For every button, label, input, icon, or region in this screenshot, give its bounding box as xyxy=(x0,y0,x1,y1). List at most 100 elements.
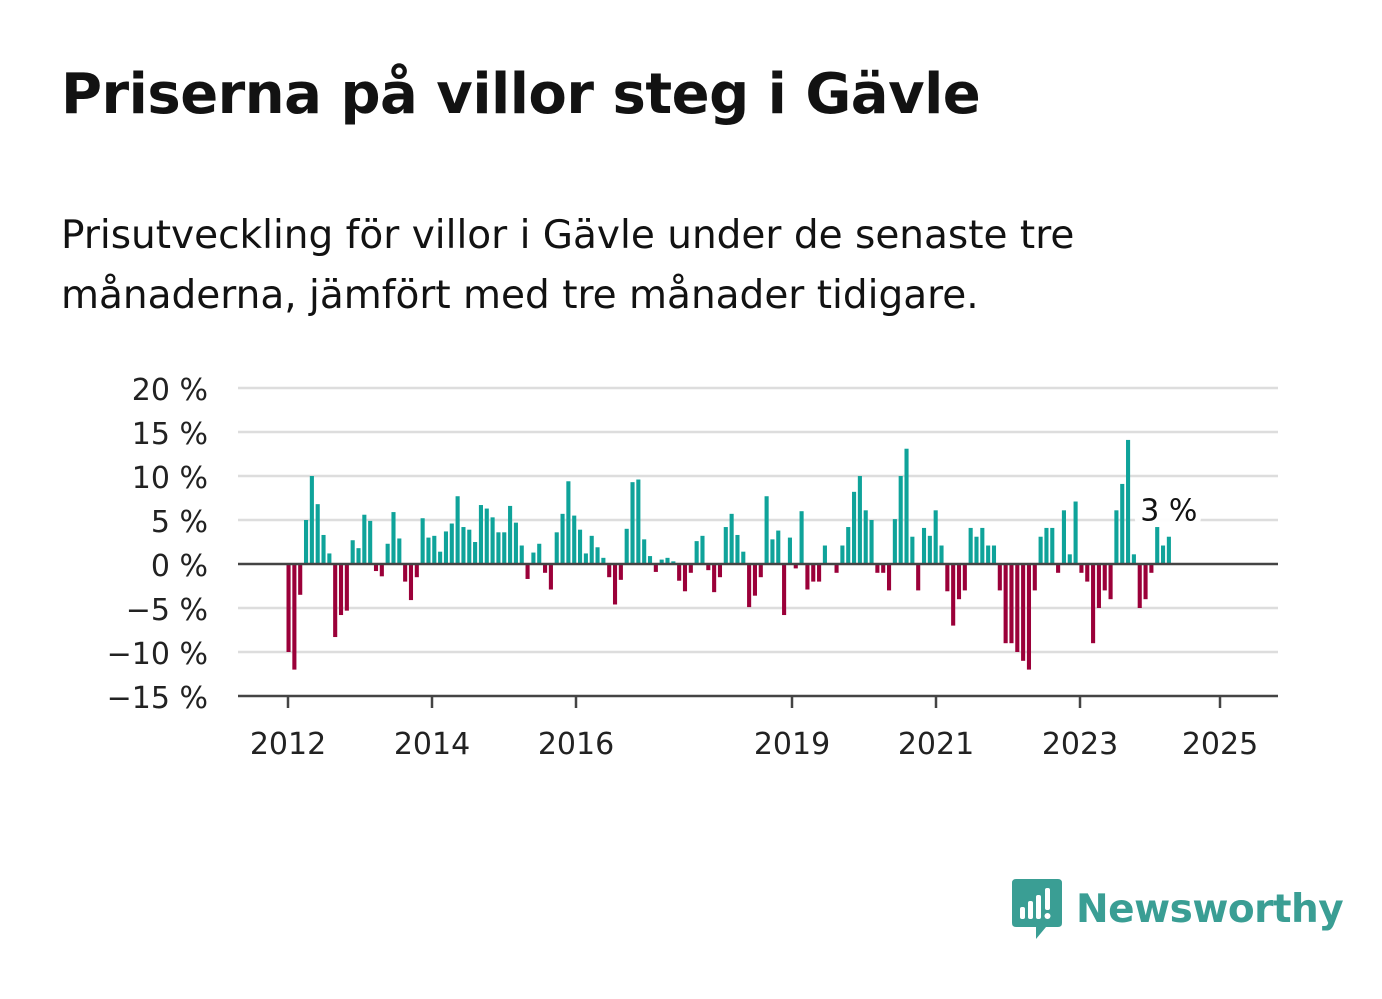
bar xyxy=(817,564,822,582)
bar xyxy=(694,541,699,564)
bar xyxy=(840,545,845,564)
bar xyxy=(1044,527,1049,564)
bar xyxy=(543,564,548,573)
bar xyxy=(432,535,437,564)
bar xyxy=(1079,564,1084,573)
bar xyxy=(612,564,618,605)
bar xyxy=(566,481,571,564)
bar xyxy=(1038,536,1043,564)
bar xyxy=(408,564,414,601)
bar xyxy=(764,496,769,564)
bar xyxy=(1021,564,1026,661)
bar xyxy=(910,536,915,564)
bar xyxy=(688,564,693,573)
bar xyxy=(327,553,332,564)
bar xyxy=(747,564,752,608)
y-tick-label: 15 % xyxy=(132,417,208,452)
bar xyxy=(834,564,839,573)
bar xyxy=(292,564,297,670)
bar xyxy=(1026,564,1032,670)
bar xyxy=(572,515,577,564)
bar xyxy=(531,552,536,564)
bar xyxy=(1009,564,1014,644)
bar xyxy=(338,564,344,616)
bar xyxy=(443,531,449,564)
bar xyxy=(811,564,816,582)
bar xyxy=(822,545,827,564)
bar xyxy=(449,523,454,564)
x-tick-label: 2019 xyxy=(754,727,830,762)
bar xyxy=(286,564,291,652)
bar xyxy=(945,564,950,592)
bar xyxy=(601,557,606,564)
y-tick-label: 0 % xyxy=(151,549,208,584)
bar xyxy=(846,527,851,564)
bar xyxy=(729,513,734,564)
bar xyxy=(939,545,944,564)
bar xyxy=(513,522,518,564)
bar xyxy=(478,505,483,564)
bar xyxy=(420,518,425,564)
bar xyxy=(508,505,513,564)
bar xyxy=(303,520,309,564)
bar xyxy=(741,551,746,564)
x-tick-label: 2021 xyxy=(898,727,974,762)
bar xyxy=(962,564,967,591)
bar xyxy=(484,508,489,564)
bar xyxy=(1056,564,1061,573)
bar xyxy=(712,564,717,593)
y-tick-label: 10 % xyxy=(132,461,208,496)
x-tick-label: 2016 xyxy=(538,727,614,762)
bar xyxy=(904,448,909,564)
bar xyxy=(997,564,1002,591)
x-axis-labels: 2012 2014 2016 2019 2021 2023 2025 xyxy=(250,727,1258,762)
bar xyxy=(519,545,524,564)
annotation: 3 % xyxy=(1134,490,1201,528)
bar xyxy=(578,529,583,564)
bar xyxy=(706,564,711,571)
bar xyxy=(1073,501,1078,564)
bar xyxy=(525,564,530,579)
axes xyxy=(238,562,1278,708)
bar xyxy=(368,520,373,564)
newsworthy-logo[interactable]: Newsworthy xyxy=(1012,878,1344,940)
bar xyxy=(1091,564,1096,644)
x-tick-label: 2025 xyxy=(1182,727,1258,762)
bar xyxy=(1067,554,1072,564)
bar xyxy=(560,513,565,564)
bar xyxy=(1149,564,1154,573)
bar xyxy=(723,527,728,564)
bar xyxy=(1061,510,1066,564)
bar xyxy=(986,545,991,564)
bar xyxy=(671,561,676,564)
bar xyxy=(916,564,921,591)
x-tick-label: 2014 xyxy=(394,727,470,762)
bar xyxy=(881,564,886,573)
bar xyxy=(1102,564,1107,591)
bar xyxy=(805,564,810,590)
bar xyxy=(951,564,956,626)
bar xyxy=(537,543,542,564)
bar xyxy=(682,564,688,592)
bar xyxy=(735,534,740,564)
bar xyxy=(717,564,723,578)
bar xyxy=(438,551,443,564)
bar xyxy=(875,564,880,573)
brand-name: Newsworthy xyxy=(1076,886,1344,932)
bar xyxy=(309,476,314,564)
y-tick-label: 5 % xyxy=(151,505,208,540)
newsworthy-logo-icon xyxy=(1012,879,1062,939)
chart-subtitle: Prisutveckling för villor i Gävle under … xyxy=(61,213,1075,318)
bar xyxy=(991,545,997,564)
bar xyxy=(898,476,903,564)
bar xyxy=(344,564,349,611)
bar xyxy=(642,539,647,564)
bar xyxy=(857,476,862,564)
bar xyxy=(659,559,664,564)
bar xyxy=(665,557,670,564)
bar xyxy=(886,564,892,591)
bar xyxy=(467,529,472,564)
annotation-label: 3 % xyxy=(1140,493,1197,528)
bar xyxy=(391,512,396,564)
bar xyxy=(607,564,612,578)
